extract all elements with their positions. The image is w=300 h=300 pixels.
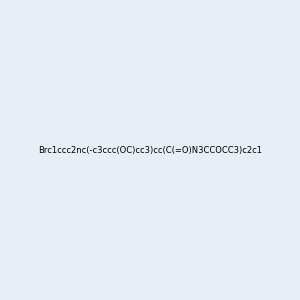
Text: Brc1ccc2nc(-c3ccc(OC)cc3)cc(C(=O)N3CCOCC3)c2c1: Brc1ccc2nc(-c3ccc(OC)cc3)cc(C(=O)N3CCOCC… (38, 146, 262, 154)
